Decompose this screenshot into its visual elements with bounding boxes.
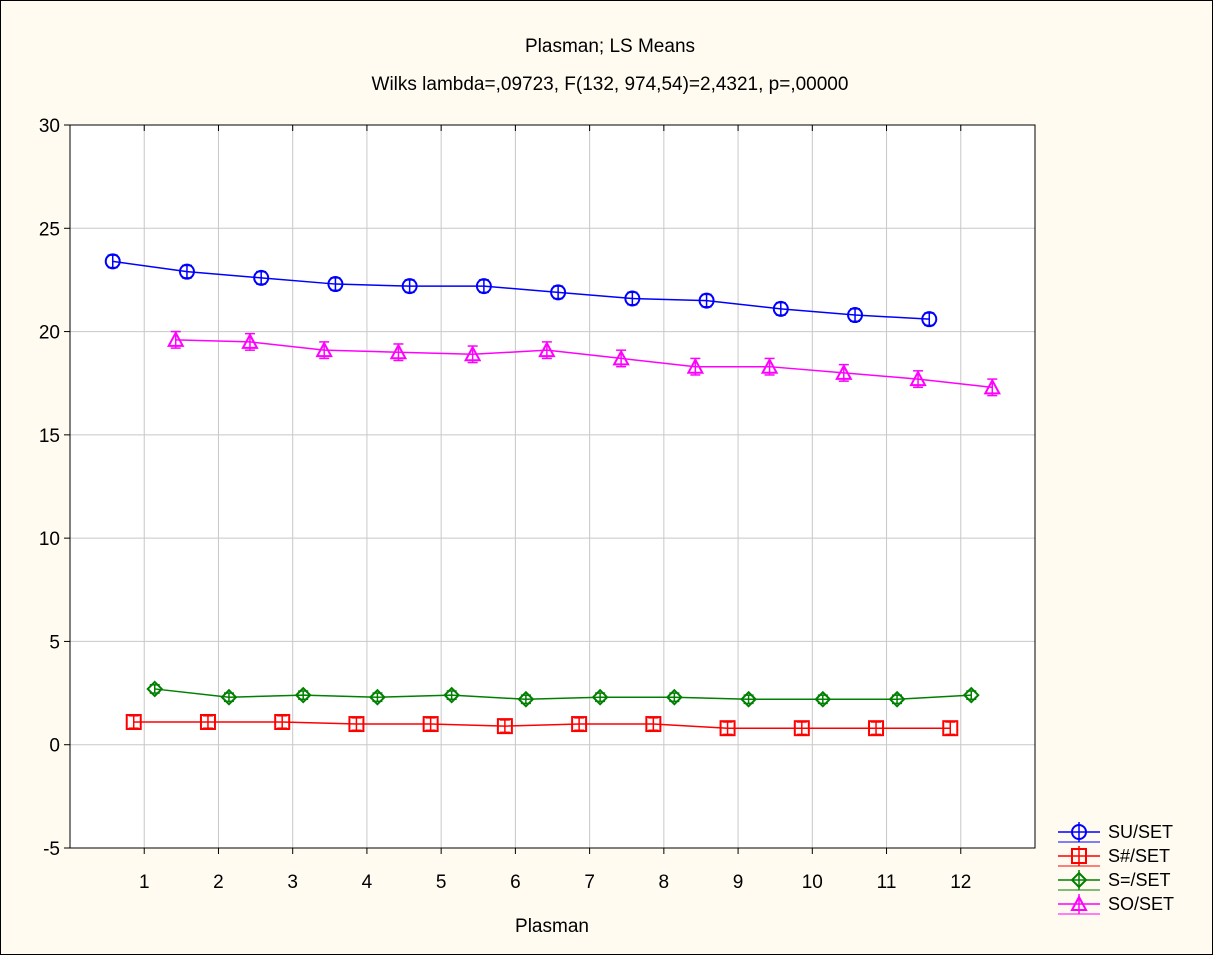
legend-marker (1071, 848, 1087, 864)
series-s-set (146, 680, 980, 708)
y-tick-label: 20 (39, 323, 60, 344)
series-line (112, 260, 930, 320)
data-point (253, 269, 270, 286)
data-point (909, 369, 927, 387)
x-tick-label: 9 (733, 872, 744, 893)
data-point (719, 720, 736, 737)
data-point (665, 688, 683, 706)
legend-marker (1071, 824, 1087, 840)
data-point (369, 688, 386, 706)
x-tick-label: 11 (877, 872, 897, 893)
data-point (348, 716, 365, 733)
data-point (624, 290, 641, 307)
data-point (942, 720, 959, 737)
grid-lines (70, 125, 1035, 848)
data-point (538, 341, 556, 358)
series-line (175, 339, 993, 389)
data-point (146, 680, 164, 698)
y-tick-label: -5 (43, 839, 60, 860)
legend: SU/SET S#/SET S=/SET SO/SET (1058, 822, 1174, 915)
data-point (327, 276, 344, 293)
series-layer (104, 253, 1001, 737)
data-point (645, 716, 662, 733)
legend-label: SU/SET (1108, 822, 1173, 842)
series-line (133, 721, 951, 729)
legend-label: S=/SET (1108, 870, 1171, 890)
data-point (888, 690, 906, 708)
data-point (220, 688, 238, 706)
data-point (475, 278, 492, 295)
data-point (571, 716, 588, 733)
data-point (125, 713, 142, 730)
y-tick-label: 15 (39, 426, 60, 447)
chart-title: Plasman; LS Means (525, 36, 695, 57)
data-point (199, 713, 216, 730)
data-point (496, 718, 513, 735)
data-point (921, 311, 938, 328)
data-point (772, 300, 789, 317)
y-tick-label: 10 (39, 529, 60, 550)
data-point (167, 330, 185, 347)
series-s-set (125, 713, 959, 737)
data-point (835, 363, 853, 380)
data-point (389, 343, 408, 360)
data-point (294, 686, 312, 704)
x-tick-label: 8 (659, 872, 670, 893)
x-tick-label: 6 (510, 872, 521, 893)
series-so-set (167, 330, 1001, 397)
series-su-set (104, 253, 938, 328)
x-tick-label: 7 (584, 872, 595, 893)
data-point (274, 713, 291, 730)
data-point (401, 278, 418, 295)
data-point (793, 720, 810, 737)
legend-label: S#/SET (1108, 846, 1170, 866)
data-point (612, 349, 630, 366)
legend-item: S#/SET (1058, 846, 1170, 867)
x-tick-label: 1 (139, 872, 150, 893)
legend-item: SU/SET (1058, 822, 1173, 843)
data-point (422, 716, 439, 733)
data-point (760, 357, 779, 374)
legend-label: SO/SET (1108, 894, 1174, 914)
legend-marker (1070, 871, 1088, 889)
data-point (591, 688, 609, 706)
data-point (847, 307, 864, 324)
data-point (814, 690, 832, 708)
data-point (868, 720, 885, 737)
x-tick-label: 10 (802, 872, 823, 893)
data-point (740, 690, 757, 708)
legend-item: SO/SET (1058, 894, 1174, 915)
chart-subtitle: Wilks lambda=,09723, F(132, 974,54)=2,43… (372, 74, 849, 95)
data-point (463, 345, 482, 362)
data-point (983, 378, 1001, 395)
data-point (104, 253, 121, 270)
data-point (698, 292, 715, 309)
plot-border (69, 124, 1036, 849)
data-point (178, 263, 195, 280)
data-point (443, 686, 461, 704)
data-point (962, 686, 980, 704)
series-line (154, 688, 972, 701)
x-tick-label: 12 (950, 872, 971, 893)
y-tick-label: 30 (39, 116, 60, 137)
y-tick-label: 0 (49, 736, 60, 757)
y-tick-label: 25 (39, 219, 60, 240)
x-tick-label: 4 (362, 872, 373, 893)
data-point (315, 341, 333, 358)
plot-area (70, 125, 1035, 848)
legend-marker (1070, 894, 1088, 911)
x-tick-label: 3 (287, 872, 298, 893)
x-tick-label: 2 (213, 872, 224, 893)
data-point (517, 690, 535, 708)
legend-item: S=/SET (1058, 870, 1171, 891)
data-point (241, 332, 259, 349)
x-axis-label: Plasman (515, 916, 589, 937)
x-tick-label: 5 (436, 872, 447, 893)
y-tick-label: 5 (49, 632, 60, 653)
data-point (550, 284, 567, 301)
data-point (686, 357, 705, 374)
